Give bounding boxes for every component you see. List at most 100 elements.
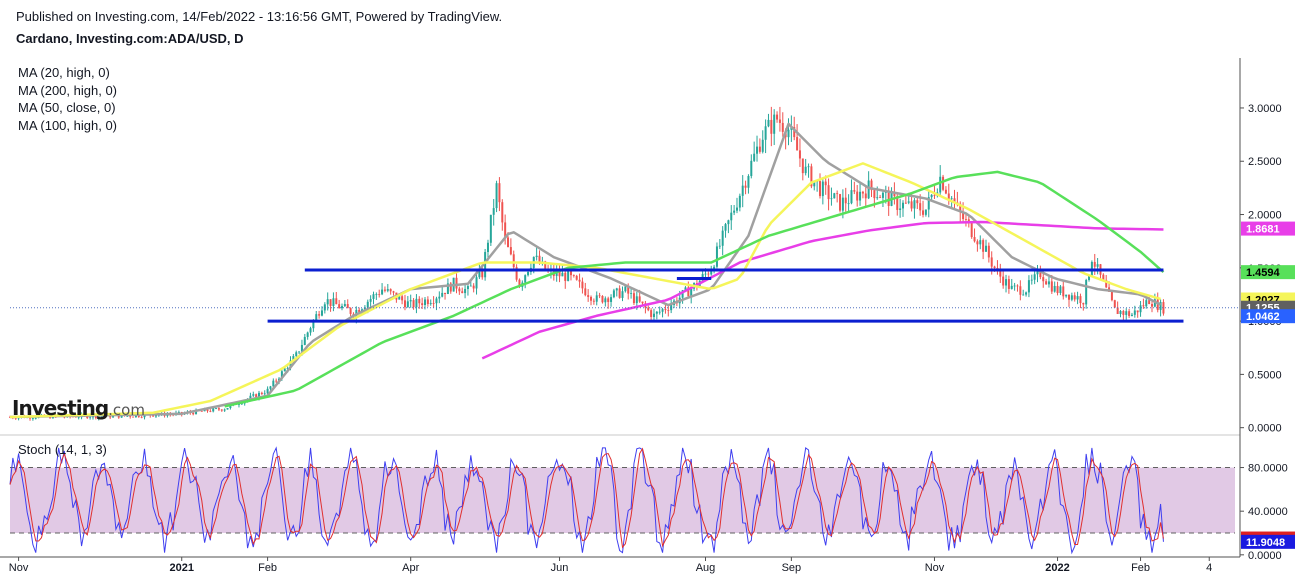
candle-body xyxy=(767,119,770,127)
candle-body xyxy=(592,300,595,302)
candle-body xyxy=(1033,274,1036,280)
candle-body xyxy=(873,190,876,199)
candle-body xyxy=(1070,295,1073,300)
candle-body xyxy=(77,417,80,419)
candle-body xyxy=(415,298,418,308)
candle-body xyxy=(987,245,990,258)
candle-body xyxy=(930,194,933,198)
candle-body xyxy=(323,304,326,311)
candle-body xyxy=(240,403,243,405)
candle-body xyxy=(1142,305,1145,307)
candle-body xyxy=(904,202,907,204)
candle-body xyxy=(97,416,100,419)
candle-body xyxy=(787,129,790,138)
candle-body xyxy=(512,254,515,268)
candle-body xyxy=(275,380,278,382)
candle-body xyxy=(206,409,209,412)
candle-body xyxy=(893,192,896,197)
candle-body xyxy=(778,119,781,123)
candle-body xyxy=(1110,291,1113,301)
candle-body xyxy=(655,311,658,314)
stoch-overbought-oversold-band xyxy=(10,467,1235,533)
ma-line xyxy=(224,170,1165,408)
candle-body xyxy=(953,198,956,203)
candle-body xyxy=(724,224,727,231)
candle-body xyxy=(455,277,458,289)
candle-body xyxy=(630,293,633,294)
candle-body xyxy=(229,405,232,409)
stoch-legend[interactable]: Stoch (14, 1, 3) xyxy=(18,442,107,457)
candle-body xyxy=(807,166,810,168)
candle-body xyxy=(326,299,329,305)
candle-body xyxy=(1119,311,1122,315)
legend-ma200[interactable]: MA (200, high, 0) xyxy=(18,82,117,98)
candle-body xyxy=(332,298,335,306)
candle-body xyxy=(632,293,635,304)
candle-body xyxy=(441,292,444,297)
candle-body xyxy=(366,301,369,308)
legend-ma20[interactable]: MA (20, high, 0) xyxy=(18,65,110,80)
candle-body xyxy=(226,408,229,410)
candle-body xyxy=(524,275,527,283)
candle-body xyxy=(489,214,492,243)
candle-body xyxy=(595,295,598,302)
candle-body xyxy=(864,193,867,199)
candle-body xyxy=(358,309,361,313)
candle-body xyxy=(758,146,761,152)
candle-body xyxy=(962,212,965,220)
candle-body xyxy=(466,286,469,290)
candle-body xyxy=(967,219,970,223)
candle-body xyxy=(1136,310,1139,313)
candle-body xyxy=(112,415,115,418)
candle-body xyxy=(984,245,987,252)
candle-body xyxy=(1148,300,1151,305)
candle-body xyxy=(715,246,718,267)
candle-body xyxy=(409,300,412,302)
candle-body xyxy=(217,408,220,410)
candle-body xyxy=(449,283,452,292)
candle-body xyxy=(761,139,764,152)
candle-body xyxy=(798,150,801,159)
candle-body xyxy=(1042,277,1045,282)
candle-body xyxy=(1047,281,1050,285)
candle-body xyxy=(833,193,836,199)
legend-ma100[interactable]: MA (100, high, 0) xyxy=(18,117,117,133)
candle-body xyxy=(481,270,484,278)
candle-body xyxy=(899,208,902,210)
candle-body xyxy=(555,271,558,276)
candle-body xyxy=(129,415,132,417)
candle-body xyxy=(859,191,862,201)
candle-body xyxy=(527,272,530,276)
candle-body xyxy=(830,198,833,200)
candle-body xyxy=(610,297,613,302)
candle-body xyxy=(335,298,338,305)
candle-body xyxy=(1085,279,1088,305)
candle-body xyxy=(343,304,346,307)
candle-body xyxy=(515,267,518,280)
candle-body xyxy=(103,416,106,418)
candle-body xyxy=(1133,310,1136,315)
candle-body xyxy=(647,307,650,311)
ma-line xyxy=(481,220,1164,360)
candle-body xyxy=(492,208,495,215)
candle-body xyxy=(907,201,910,203)
candle-body xyxy=(1010,285,1013,289)
candle-body xyxy=(1025,292,1028,295)
candle-body xyxy=(266,388,269,394)
candle-body xyxy=(1022,294,1025,296)
legend-ma50[interactable]: MA (50, close, 0) xyxy=(18,100,116,115)
candle-body xyxy=(578,279,581,282)
candle-body xyxy=(389,289,392,292)
candle-body xyxy=(375,294,378,296)
candle-body xyxy=(406,301,409,308)
x-tick-label: Aug xyxy=(696,562,716,574)
candle-body xyxy=(1093,261,1096,267)
price-badge: 1.0462 xyxy=(1246,311,1280,323)
candle-body xyxy=(258,392,261,398)
candle-body xyxy=(801,158,804,174)
price-badge: 1.8681 xyxy=(1246,224,1280,236)
candle-body xyxy=(881,192,884,198)
candle-body xyxy=(1073,295,1076,300)
candle-body xyxy=(670,304,673,311)
candlestick-series xyxy=(8,106,1165,421)
